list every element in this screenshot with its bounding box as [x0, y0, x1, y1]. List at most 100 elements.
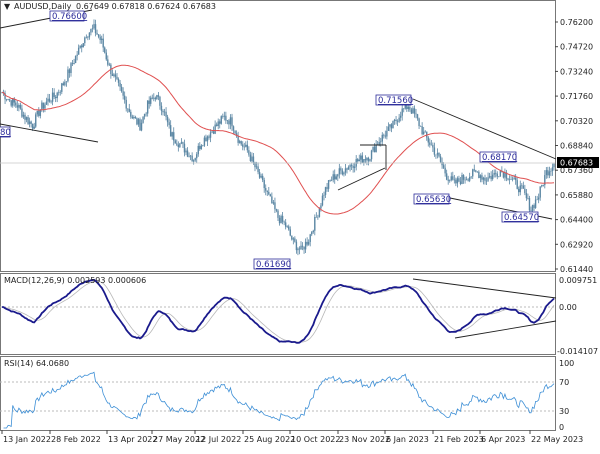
candle-body [547, 170, 549, 176]
candle-body [294, 238, 296, 242]
candle-body [415, 113, 417, 115]
candle-body [306, 241, 308, 245]
candle-body [373, 146, 376, 153]
candle-body [111, 74, 114, 77]
candle-body [131, 116, 134, 119]
candle-body [137, 119, 140, 125]
candle-body [260, 175, 262, 178]
rsi-line [3, 371, 555, 429]
candle-body [514, 177, 517, 181]
candle-body [334, 174, 336, 180]
candle-body [456, 178, 459, 184]
candle-body [116, 76, 118, 80]
candle-body [25, 117, 28, 120]
candle-body [399, 115, 402, 118]
candle-body [364, 159, 367, 161]
candle-body [441, 161, 443, 166]
candle-body [352, 165, 354, 168]
candle-body [177, 144, 180, 147]
candle-body [392, 121, 394, 129]
price-axis[interactable]: 0.76200 0.74720 0.73240 0.71760 0.70320 0.688… [555, 18, 593, 274]
candle-body [146, 100, 149, 114]
price-annotation[interactable]: 0.61690 [253, 258, 291, 270]
candle-body [229, 117, 232, 125]
candle-body [157, 95, 160, 97]
candle-body [461, 174, 463, 185]
candle-body [42, 102, 45, 109]
price-annotation[interactable]: 0.68170 [479, 151, 517, 163]
candle-body [142, 116, 144, 123]
candle-body [162, 110, 164, 113]
candle-body [539, 186, 541, 198]
candle-body [381, 134, 383, 142]
candle-body [367, 157, 370, 161]
price-annotation[interactable]: 0.65630 [413, 193, 451, 205]
label-high-2022: 0.76600 [52, 12, 87, 22]
macd-pane [0, 273, 556, 355]
candle-body [150, 97, 152, 104]
candle-body [189, 155, 192, 157]
candle-body [31, 123, 34, 129]
candle-body [278, 217, 281, 224]
trendlines[interactable] [0, 1, 557, 220]
candle-body [482, 177, 485, 180]
candle-body [108, 64, 111, 66]
macd-trendline-lower [454, 320, 557, 339]
price-annotation[interactable]: 0.76600 [49, 10, 87, 22]
macd-trendlines[interactable] [412, 278, 557, 339]
macd-main-line [1, 278, 555, 344]
candle-body [303, 246, 305, 250]
candle-body [412, 108, 414, 114]
price-annotation[interactable]: 0.64570 [501, 211, 539, 223]
candle-body [254, 162, 256, 168]
candle-body [326, 187, 328, 189]
candle-body [113, 74, 115, 77]
candle-body [114, 74, 117, 77]
candle-body [401, 108, 403, 116]
current-price-marker [557, 157, 599, 168]
candle-body [24, 114, 26, 120]
candle-body [214, 124, 216, 134]
candle-body [341, 170, 344, 175]
rsi-tick-0: 0 [559, 423, 564, 432]
candle-body [288, 226, 290, 230]
candle-body [163, 111, 166, 113]
candle-body [386, 130, 388, 137]
candle-body [530, 210, 532, 211]
candles [1, 19, 555, 256]
price-annotation[interactable]: 80 [0, 126, 11, 138]
candle-body [418, 118, 420, 127]
candle-body [419, 126, 422, 127]
candle-body [194, 158, 196, 161]
candle-body [548, 171, 551, 176]
candle-body [395, 119, 397, 122]
candle-body [18, 104, 20, 108]
candle-body [323, 194, 325, 196]
candle-body [4, 93, 6, 100]
candle-body [39, 109, 42, 116]
trendline-descending-resistance [412, 98, 557, 160]
candle-body [297, 248, 299, 251]
menu-triangle-down-icon[interactable]: ▼ [4, 2, 11, 11]
candle-body [430, 144, 433, 146]
candle-body [154, 97, 157, 100]
candle-body [295, 241, 298, 251]
candle-body [286, 226, 288, 228]
price-annotation[interactable]: 0.71560 [375, 94, 413, 106]
symbol-title: AUDUSD,Daily [14, 2, 72, 11]
candle-body [516, 180, 518, 189]
candle-body [370, 150, 373, 160]
candle-body [67, 69, 69, 82]
rsi-title: RSI(14) 64.0680 [4, 359, 69, 368]
candle-body [435, 154, 437, 156]
candle-body [97, 34, 100, 37]
candle-body [15, 102, 17, 106]
candle-body [220, 116, 222, 124]
candle-body [271, 196, 273, 204]
candle-body [470, 176, 472, 178]
candle-body [518, 188, 520, 193]
candle-body [10, 100, 12, 106]
